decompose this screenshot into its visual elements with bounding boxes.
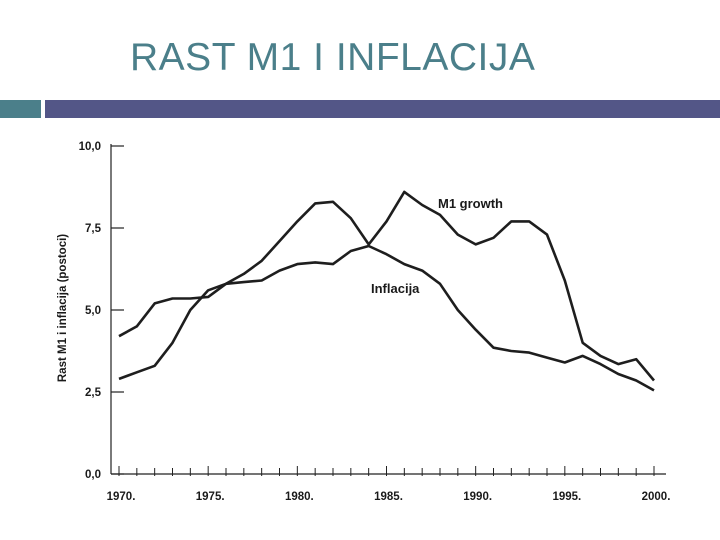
- accent-bar-left: [0, 100, 41, 118]
- x-tick-label: 1970.: [107, 491, 136, 503]
- m1-growth-annotation: M1 growth: [438, 196, 503, 211]
- x-tick-label: 1990.: [463, 491, 492, 503]
- y-tick-label: 2,5: [85, 387, 102, 399]
- inflation-annotation: Inflacija: [371, 281, 420, 296]
- slide-title: RAST M1 I INFLACIJA: [130, 36, 536, 79]
- m1-growth-line: [118, 190, 655, 382]
- x-tick-label: 2000.: [642, 491, 671, 503]
- x-tick-label: 1985.: [374, 491, 403, 503]
- y-tick-label: 5,0: [85, 305, 101, 317]
- x-tick-label: 1980.: [285, 491, 314, 503]
- y-tick-label: 0,0: [85, 469, 101, 481]
- y-axis-label: Rast M1 i inflacija (postoci): [57, 234, 69, 382]
- y-tick-label: 10,0: [79, 141, 101, 153]
- x-tick-label: 1975.: [196, 491, 225, 503]
- y-tick-label: 7,5: [85, 223, 102, 235]
- accent-bar-right: [45, 100, 720, 118]
- x-tick-label: 1995.: [552, 491, 581, 503]
- inflation-line: [118, 244, 655, 392]
